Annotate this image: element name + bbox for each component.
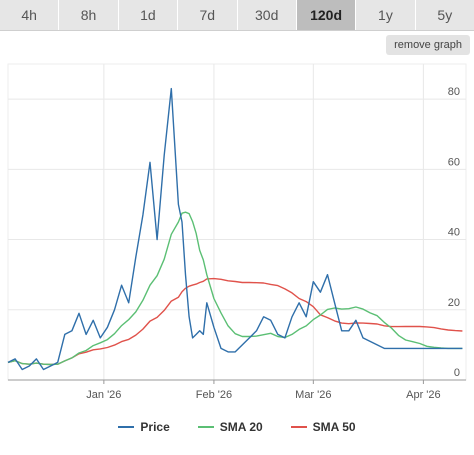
legend-item-price[interactable]: Price: [118, 420, 170, 434]
y-tick-label: 80: [448, 86, 460, 98]
tab-5y[interactable]: 5y: [415, 0, 474, 30]
x-tick-label: Jan '26: [86, 389, 121, 401]
x-tick-label: Feb '26: [196, 389, 232, 401]
legend-label: SMA 50: [312, 420, 356, 434]
x-tick-label: Apr '26: [406, 389, 441, 401]
plot-area: [7, 63, 467, 381]
legend-swatch: [197, 426, 214, 428]
y-tick-label: 0: [454, 367, 460, 379]
series-line-sma-20: [7, 211, 463, 366]
tab-8h[interactable]: 8h: [59, 0, 119, 30]
series-line-sma-50: [7, 277, 463, 366]
tab-4h[interactable]: 4h: [0, 0, 60, 30]
legend-label: SMA 20: [219, 420, 263, 434]
x-tick-label: Mar '26: [295, 389, 331, 401]
timeframe-tabs: 4h 8h 1d 7d 30d 120d 1y 5y: [0, 0, 474, 31]
tab-120d[interactable]: 120d: [296, 0, 357, 30]
y-tick-label: 60: [448, 156, 460, 168]
remove-graph-button[interactable]: remove graph: [386, 35, 470, 55]
tab-1d[interactable]: 1d: [118, 0, 179, 30]
legend-item-sma20[interactable]: SMA 20: [197, 420, 263, 434]
legend-label: Price: [140, 420, 170, 434]
tab-7d[interactable]: 7d: [178, 0, 238, 30]
tab-30d[interactable]: 30d: [237, 0, 297, 30]
chart-legend: Price SMA 20 SMA 50: [0, 420, 474, 434]
legend-swatch: [118, 426, 135, 428]
tab-1y[interactable]: 1y: [356, 0, 416, 30]
y-tick-label: 20: [448, 297, 460, 309]
legend-swatch: [290, 426, 307, 428]
y-tick-label: 40: [448, 227, 460, 239]
series-line-price: [7, 87, 463, 371]
legend-item-sma50[interactable]: SMA 50: [290, 420, 356, 434]
